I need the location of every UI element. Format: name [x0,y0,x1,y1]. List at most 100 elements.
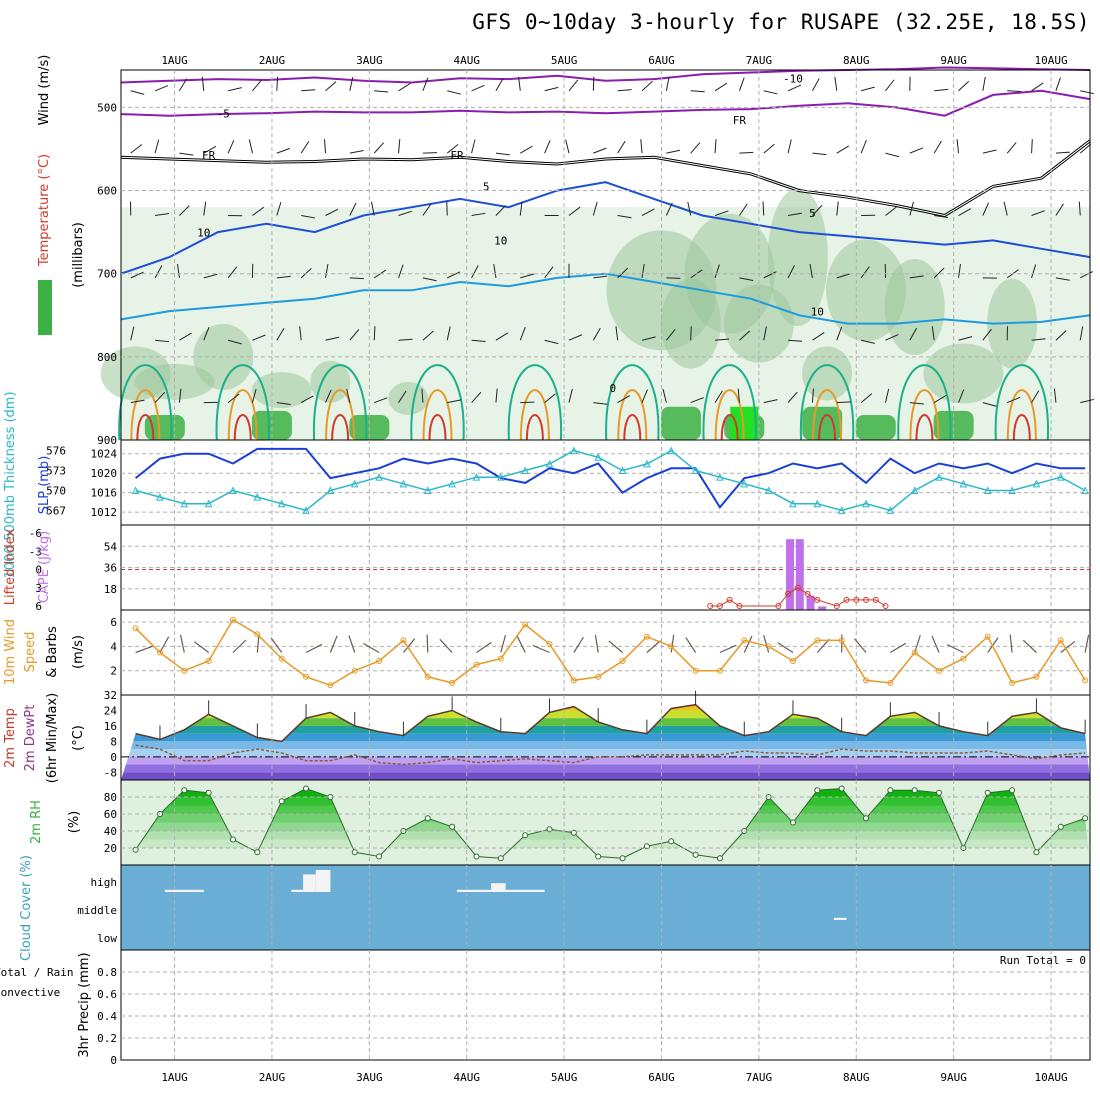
isotherm-15-loop [799,364,855,441]
wind-barb [592,201,598,216]
wind-barb [787,139,792,154]
wind-barb-10m [1022,639,1037,653]
wind-barb [812,332,825,341]
wind-barb [909,147,924,154]
wind-barb [1080,271,1093,279]
warm-isotherm-loop [623,414,642,441]
wind-tick: 6 [110,616,117,629]
wind-barb [1003,201,1008,216]
thickness-marker [570,446,578,455]
wind-barb [617,89,632,92]
wind-barb [714,210,729,216]
wind-barb [325,81,337,92]
lifted-index-line [710,587,886,607]
wind-barb [568,79,579,92]
pressure-tick: 500 [97,101,117,114]
wind-barb [518,76,521,91]
wind-barb [836,273,851,279]
isotherm-15-loop [313,364,368,441]
wind-speed-marker [960,655,967,662]
thickness-marker [789,499,797,508]
wind-barb-10m [608,640,623,653]
lifted-index-marker [833,603,840,609]
wind-barb [203,327,210,341]
wind-barb [956,139,960,154]
wind-barb [422,330,434,341]
wind-barb [179,332,192,341]
wind-barb [1031,139,1033,154]
wind10m-axis-label: 10m Wind [3,619,18,685]
wind-barb [471,391,482,403]
wind-barb [421,388,424,403]
wind-barb-10m [890,642,907,654]
wind-barb [299,326,302,341]
wind-barb [130,399,145,404]
wind-barb-10m [1060,640,1076,653]
rh-shade-blob [388,381,429,415]
wind-speed-marker [1082,677,1089,684]
wind-barb [471,139,476,154]
minmax-axis-label: (6hr Min/Max) [45,693,60,783]
date-label-top: 9AUG [940,54,967,67]
date-label-top: 1AUG [161,54,188,67]
temp-band [121,695,1090,703]
lifted-index-tick: 3 [35,582,42,595]
wind-barb [836,145,850,154]
rh-shade-blob [193,323,254,390]
wind-barb [885,388,890,403]
wind-tick: 4 [110,640,117,653]
rh-marker [984,789,991,796]
lifted-index-marker [726,596,733,603]
temp-band [121,741,1090,750]
rh-tick: 40 [104,825,117,838]
wind-barb [739,277,754,282]
wind-speed-marker [400,637,407,644]
wind-speed-marker [595,673,602,680]
wind-barb [349,277,364,280]
wind-barb [325,336,340,341]
isotherm-15-loop [215,364,270,441]
wind-barb-10m [232,639,247,653]
rh-shade-blob [802,346,853,401]
wind-speed-marker [887,679,894,686]
wind-barb [909,275,924,279]
thickness-marker [277,499,286,508]
wind-barb-10m [426,634,429,653]
wind-barb [568,206,581,216]
wind10m-units-label: (m/s) [71,635,86,669]
wind-speed-marker [278,655,285,662]
wind-speed-marker [327,682,334,689]
wind-barb [1007,396,1021,404]
temp-band [121,764,1090,773]
wind-barb [495,388,498,403]
wind-barb [1079,326,1084,341]
wind-barb [203,145,217,154]
warm-isotherm-loop [525,414,544,441]
rh-marker [229,836,236,843]
wind-speed-marker [643,633,650,640]
precip-legend-rain: Total / Rain [0,966,73,979]
thickness-marker [764,486,773,494]
temp-band [121,725,1090,734]
wind-barb [495,332,509,341]
wind-barb [520,273,534,279]
wind-barb [398,264,404,279]
date-label-bottom: 3AUG [356,1071,383,1084]
warm-isotherm-loop [130,389,161,441]
rh-marker [716,855,723,862]
rh-shade-high [802,406,843,440]
cloud-segment [833,917,847,920]
wind-barb [154,85,169,92]
thickness-marker [1032,479,1041,488]
wind-barb-10m [853,638,867,653]
wind-barb [203,201,207,216]
temp-band [121,772,1090,780]
wind-barb [763,143,775,154]
rh-shade-blob [767,188,828,327]
rh-marker [303,785,310,792]
rh-marker [449,823,456,830]
wind-barb [1006,142,1017,154]
temp-tick: 8 [110,735,117,748]
cape-bar [795,539,804,610]
